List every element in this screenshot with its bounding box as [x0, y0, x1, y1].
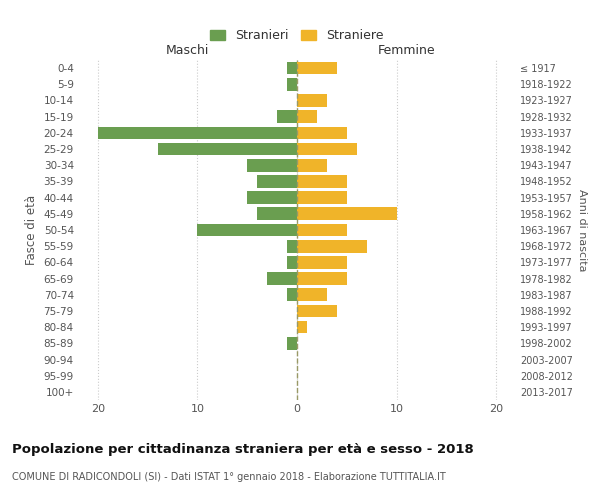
- Text: COMUNE DI RADICONDOLI (SI) - Dati ISTAT 1° gennaio 2018 - Elaborazione TUTTITALI: COMUNE DI RADICONDOLI (SI) - Dati ISTAT …: [12, 472, 446, 482]
- Bar: [277, 110, 297, 123]
- Bar: [297, 288, 327, 301]
- Bar: [297, 240, 367, 252]
- Bar: [297, 175, 347, 188]
- Bar: [257, 175, 297, 188]
- Bar: [287, 256, 297, 268]
- Bar: [297, 208, 397, 220]
- Bar: [158, 142, 297, 156]
- Bar: [297, 126, 347, 139]
- Bar: [247, 192, 297, 204]
- Bar: [297, 62, 337, 74]
- Bar: [297, 272, 347, 285]
- Bar: [287, 62, 297, 74]
- Bar: [297, 110, 317, 123]
- Bar: [297, 256, 347, 268]
- Bar: [287, 288, 297, 301]
- Y-axis label: Anni di nascita: Anni di nascita: [577, 188, 587, 271]
- Bar: [297, 159, 327, 172]
- Bar: [287, 337, 297, 349]
- Text: Maschi: Maschi: [166, 44, 209, 57]
- Bar: [297, 224, 347, 236]
- Bar: [297, 94, 327, 107]
- Bar: [287, 240, 297, 252]
- Text: Femmine: Femmine: [377, 44, 436, 57]
- Bar: [297, 321, 307, 334]
- Bar: [297, 192, 347, 204]
- Bar: [257, 208, 297, 220]
- Bar: [247, 159, 297, 172]
- Bar: [287, 78, 297, 90]
- Bar: [98, 126, 297, 139]
- Bar: [297, 304, 337, 318]
- Text: Popolazione per cittadinanza straniera per età e sesso - 2018: Popolazione per cittadinanza straniera p…: [12, 442, 474, 456]
- Bar: [197, 224, 297, 236]
- Y-axis label: Fasce di età: Fasce di età: [25, 195, 38, 265]
- Legend: Stranieri, Straniere: Stranieri, Straniere: [206, 26, 388, 46]
- Bar: [267, 272, 297, 285]
- Bar: [297, 142, 357, 156]
